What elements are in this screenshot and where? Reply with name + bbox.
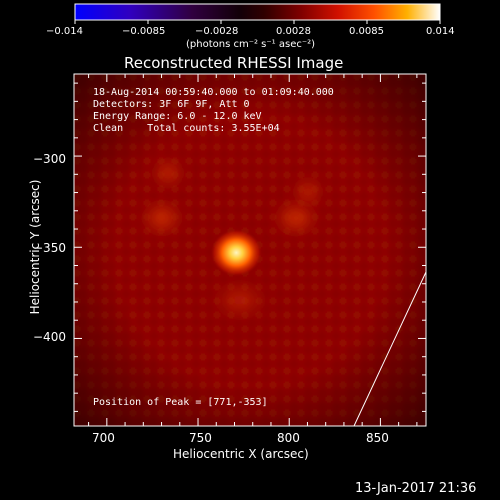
colorbar-tick-label-2: −0.0028 <box>195 26 239 37</box>
axis-ticks <box>74 74 426 426</box>
plot-frame <box>73 73 427 427</box>
info-line-3: Clean Total counts: 3.55E+04 <box>93 123 280 134</box>
info-line-2: Energy Range: 6.0 - 12.0 keV <box>93 111 262 122</box>
x-tick-label-1: 750 <box>189 431 212 445</box>
colorbar-tick-label-1: −0.0085 <box>122 26 166 37</box>
colorbar-tick-label-0: −0.014 <box>46 26 84 37</box>
info-line-1: Detectors: 3F 6F 9F, Att 0 <box>93 99 250 110</box>
colorbar-unit-label: (photons cm⁻² s⁻¹ asec⁻²) <box>186 39 316 50</box>
colorbar-ticks <box>74 20 441 24</box>
x-tick-label-3: 850 <box>366 431 389 445</box>
y-tick-label-1: −350 <box>33 241 66 255</box>
colorbar-tick-label-3: 0.0028 <box>276 26 311 37</box>
info-line-0: 18-Aug-2014 00:59:40.000 to 01:09:40.000 <box>93 87 334 98</box>
colorbar <box>74 3 441 24</box>
y-tick-label-0: −300 <box>33 152 66 166</box>
colorbar-tick-label-4: 0.0085 <box>349 26 384 37</box>
rhessi-image <box>74 74 426 426</box>
y-tick-label-2: −400 <box>33 330 66 344</box>
colorbar-tick-label-5: 0.014 <box>426 26 455 37</box>
peak-position-label: Position of Peak = [771,-353] <box>93 397 268 408</box>
peak-source <box>210 228 263 277</box>
x-tick-label-0: 700 <box>92 431 115 445</box>
x-tick-label-2: 800 <box>277 431 300 445</box>
y-axis-label: Heliocentric Y (arcsec) <box>28 179 42 315</box>
solar-limb-line <box>353 271 427 427</box>
plot-title: Reconstructed RHESSI Image <box>124 54 344 72</box>
x-axis-label: Heliocentric X (arcsec) <box>173 447 309 461</box>
timestamp: 13-Jan-2017 21:36 <box>355 481 477 496</box>
colorbar-gradient <box>74 3 441 21</box>
